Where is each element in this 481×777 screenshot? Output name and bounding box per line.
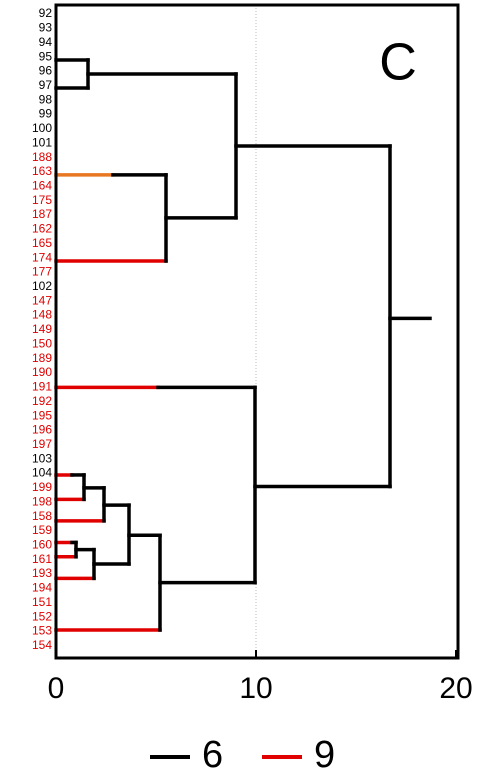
leaf-label: 95 — [39, 49, 53, 63]
leaf-label: 101 — [32, 135, 52, 149]
leaf-label: 197 — [32, 437, 52, 451]
leaf-label: 104 — [32, 466, 52, 480]
leaf-label: 187 — [32, 207, 52, 221]
leaf-label: 188 — [32, 150, 52, 164]
leaf-label: 149 — [32, 322, 52, 336]
leaf-label: 191 — [32, 380, 52, 394]
leaf-label: 151 — [32, 595, 52, 609]
leaf-label: 199 — [32, 480, 52, 494]
leaf-label: 150 — [32, 336, 52, 350]
leaf-label: 192 — [32, 394, 52, 408]
leaf-label: 96 — [39, 64, 53, 78]
leaf-label: 100 — [32, 121, 52, 135]
leaf-label: 174 — [32, 250, 52, 264]
leaf-label: 93 — [39, 21, 53, 35]
leaf-label: 177 — [32, 265, 52, 279]
leaf-label: 196 — [32, 423, 52, 437]
leaf-label: 194 — [32, 581, 52, 595]
leaf-label: 175 — [32, 193, 52, 207]
leaf-label: 193 — [32, 566, 52, 580]
x-tick-label: 10 — [239, 672, 272, 705]
x-tick-label: 20 — [439, 672, 472, 705]
leaf-label: 98 — [39, 92, 53, 106]
leaf-label: 147 — [32, 293, 52, 307]
leaf-label: 161 — [32, 552, 52, 566]
leaf-label: 92 — [39, 6, 53, 20]
panel-label: C — [379, 34, 417, 92]
plot-frame — [54, 3, 460, 660]
leaf-label: 198 — [32, 494, 52, 508]
leaf-label: 148 — [32, 308, 52, 322]
leaf-label: 97 — [39, 78, 53, 92]
leaf-label: 99 — [39, 107, 53, 121]
leaf-label: 103 — [32, 451, 52, 465]
leaf-label: 195 — [32, 408, 52, 422]
leaf-label: 153 — [32, 624, 52, 638]
leaf-label: 190 — [32, 365, 52, 379]
leaf-label: 152 — [32, 609, 52, 623]
legend-label: 6 — [202, 734, 223, 776]
leaf-label: 160 — [32, 537, 52, 551]
leaf-label: 164 — [32, 178, 52, 192]
leaf-label: 159 — [32, 523, 52, 537]
x-tick-label: 0 — [48, 672, 65, 705]
leaf-label: 165 — [32, 236, 52, 250]
leaf-label: 154 — [32, 638, 52, 652]
leaf-label: 162 — [32, 222, 52, 236]
leaf-label: 189 — [32, 351, 52, 365]
leaf-label: 94 — [39, 35, 53, 49]
leaf-label: 102 — [32, 279, 52, 293]
leaf-label: 163 — [32, 164, 52, 178]
legend-label: 9 — [314, 734, 335, 776]
leaf-label: 158 — [32, 509, 52, 523]
